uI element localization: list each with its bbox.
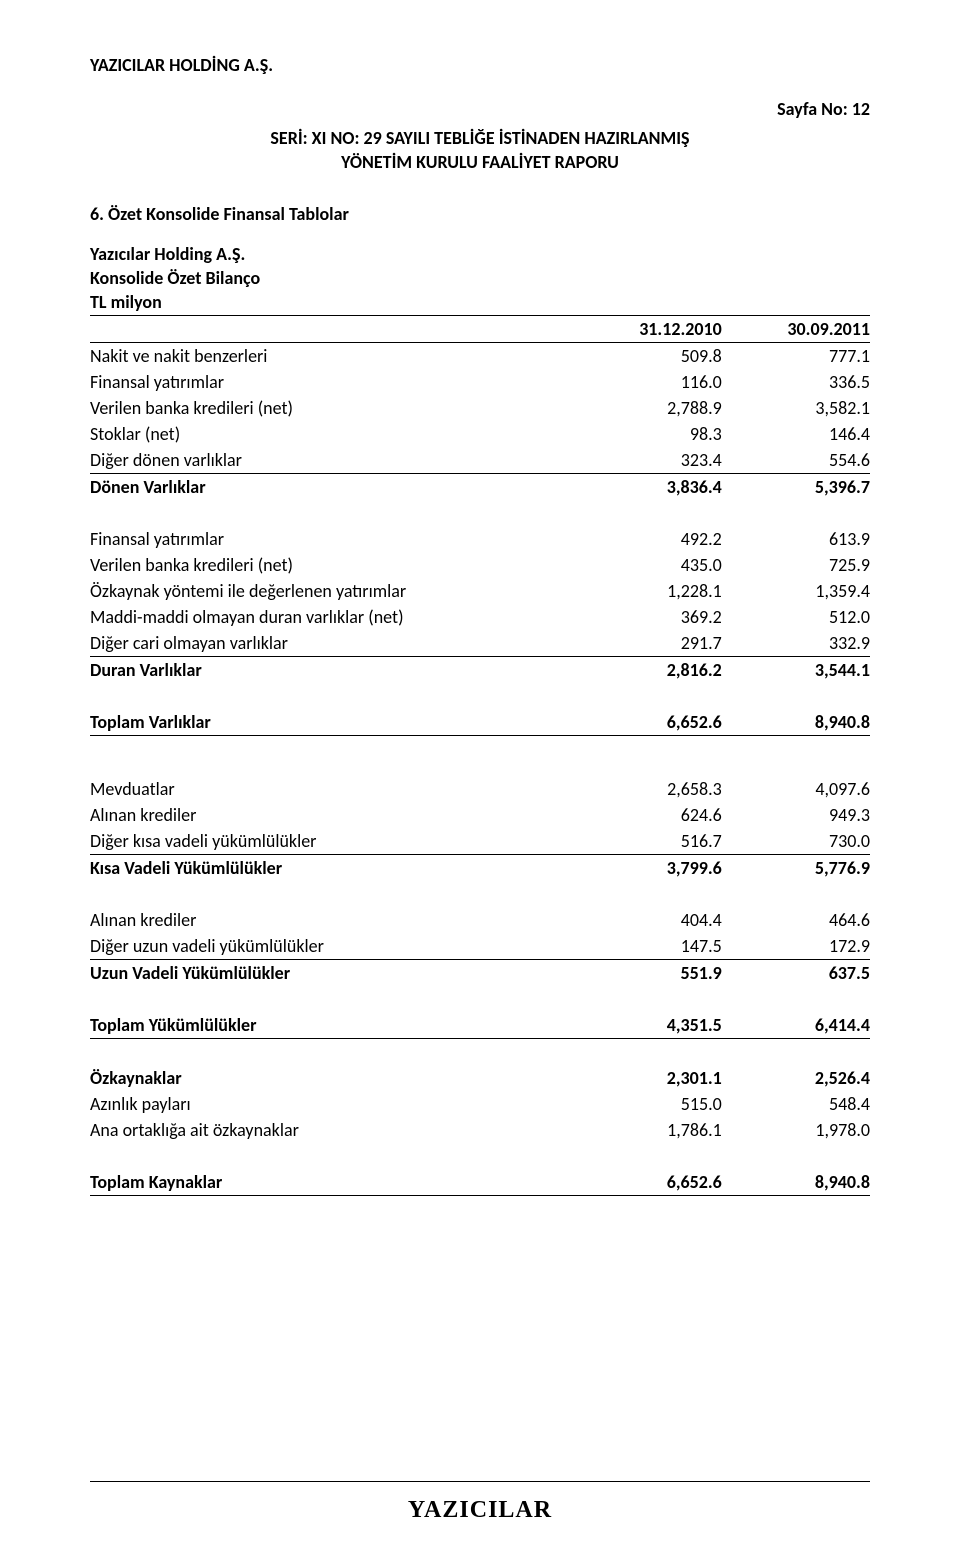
table-header-row: 31.12.2010 30.09.2011 [90,316,870,343]
entity-name: Yazıcılar Holding A.Ş. [90,243,870,265]
total-row: Toplam Kaynaklar6,652.68,940.8 [90,1169,870,1196]
page-number: Sayfa No: 12 [90,98,870,120]
table-row: Stoklar (net)98.3146.4 [90,421,870,447]
table-row: Verilen banka kredileri (net)435.0725.9 [90,552,870,578]
table-row: Mevduatlar2,658.34,097.6 [90,776,870,802]
table-row: Alınan krediler624.6949.3 [90,802,870,828]
table-row: Verilen banka kredileri (net)2,788.93,58… [90,395,870,421]
table-row: Maddi-maddi olmayan duran varlıklar (net… [90,604,870,630]
subtotal-row: Özkaynaklar2,301.12,526.4 [90,1065,870,1091]
section-title: 6. Özet Konsolide Finansal Tablolar [90,203,870,225]
spacer-row [90,1038,870,1065]
table-row: Diğer kısa vadeli yükümlülükler516.7730.… [90,828,870,855]
table-row: Ana ortaklığa ait özkaynaklar1,786.11,97… [90,1117,870,1143]
col-date-2: 30.09.2011 [722,316,870,343]
spacer-row [90,986,870,1012]
table-row: Diğer cari olmayan varlıklar291.7332.9 [90,630,870,657]
table-row: Finansal yatırımlar492.2613.9 [90,526,870,552]
spacer-row [90,500,870,526]
subtotal-row: Uzun Vadeli Yükümlülükler551.9637.5 [90,959,870,986]
table-row: Diğer dönen varlıklar323.4554.6 [90,447,870,474]
table-row: Azınlık payları515.0548.4 [90,1091,870,1117]
total-row: Toplam Varlıklar6,652.68,940.8 [90,709,870,736]
report-title-line1: SERİ: XI NO: 29 SAYILI TEBLİĞE İSTİNADEN… [270,127,689,149]
subtotal-row: Kısa Vadeli Yükümlülükler3,799.65,776.9 [90,854,870,881]
table-row: Finansal yatırımlar116.0336.5 [90,369,870,395]
report-title: SERİ: XI NO: 29 SAYILI TEBLİĞE İSTİNADEN… [90,126,870,175]
table-row: Alınan krediler404.4464.6 [90,907,870,933]
spacer-row [90,735,870,776]
total-row: Toplam Yükümlülükler4,351.56,414.4 [90,1012,870,1039]
spacer-row [90,1143,870,1169]
spacer-row [90,683,870,709]
col-date-1: 31.12.2010 [574,316,722,343]
unit-label: TL milyon [90,291,870,316]
subtotal-row: Duran Varlıklar2,816.23,544.1 [90,656,870,683]
report-title-line2: YÖNETİM KURULU FAALİYET RAPORU [341,151,619,173]
table-row: Özkaynak yöntemi ile değerlenen yatırıml… [90,578,870,604]
spacer-row [90,881,870,907]
subtotal-row: Dönen Varlıklar3,836.45,396.7 [90,473,870,500]
table-title: Konsolide Özet Bilanço [90,267,870,289]
balance-sheet-table: 31.12.2010 30.09.2011 Nakit ve nakit ben… [90,316,870,1196]
table-row: Nakit ve nakit benzerleri509.8777.1 [90,342,870,369]
company-name: YAZICILAR HOLDİNG A.Ş. [90,54,273,76]
table-row: Diğer uzun vadeli yükümlülükler147.5172.… [90,933,870,960]
footer-logo: YAZICILAR [0,1497,960,1524]
footer-divider [90,1481,870,1482]
